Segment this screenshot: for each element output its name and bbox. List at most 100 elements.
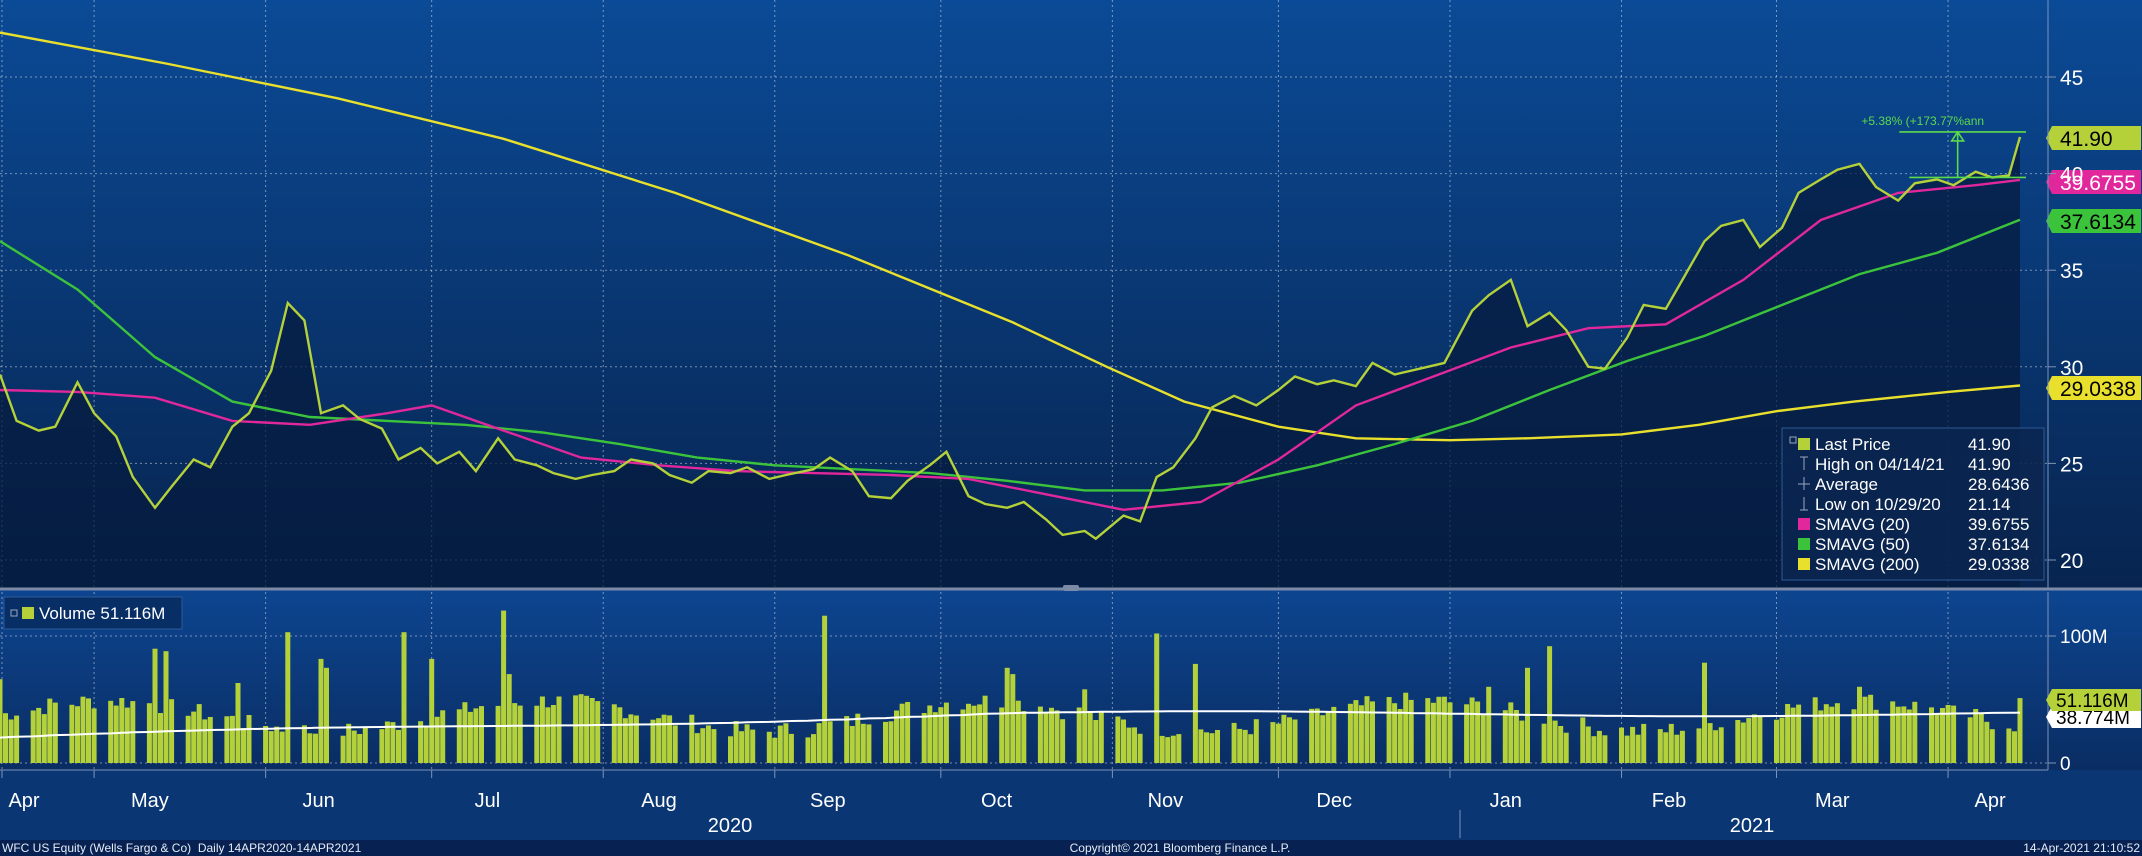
volume-bar	[1934, 713, 1940, 763]
legend-label: SMAVG (200)	[1815, 555, 1920, 574]
volume-bar	[1862, 696, 1868, 763]
volume-bar	[777, 725, 783, 763]
volume-bar	[1951, 705, 1957, 763]
volume-bar	[1751, 714, 1757, 763]
volume-bar	[1176, 734, 1182, 763]
volume-bar	[224, 716, 230, 763]
volume-bar	[318, 658, 324, 763]
volume-bar	[811, 734, 816, 763]
volume-bar	[1314, 708, 1320, 763]
volume-bar	[384, 721, 390, 763]
volume-bar	[1679, 730, 1685, 763]
volume-bar	[1774, 719, 1779, 763]
volume-bar	[1713, 730, 1719, 763]
price-tags: 41.90 39.6755 37.6134 29.0338	[2046, 126, 2141, 401]
volume-bar	[860, 723, 866, 763]
volume-bar	[1430, 702, 1436, 763]
volume-bar	[1851, 709, 1857, 763]
month-label: Nov	[1148, 790, 1184, 812]
volume-bar	[1370, 701, 1375, 763]
volume-bar	[1746, 718, 1752, 763]
month-label: Jul	[475, 790, 501, 812]
volume-bar	[938, 707, 944, 763]
volume-bar	[1541, 723, 1547, 763]
month-label: Mar	[1815, 790, 1850, 812]
volume-bar	[47, 698, 53, 763]
volume-bar	[1779, 717, 1785, 763]
volume-bar	[1868, 694, 1874, 763]
volume-bar	[1358, 705, 1364, 763]
volume-bar	[1580, 717, 1586, 763]
volume-bar	[1076, 707, 1082, 763]
legend-swatch	[1798, 518, 1810, 530]
volume-bar	[927, 705, 933, 763]
volume-bar	[1192, 663, 1198, 763]
volume-bar	[1231, 722, 1237, 763]
volume-legend-swatch	[22, 607, 34, 619]
volume-bar	[1707, 723, 1713, 763]
volume-bar	[52, 702, 58, 763]
volume-bar	[1215, 730, 1220, 763]
volume-bar	[379, 729, 385, 763]
legend-value: 28.6436	[1968, 475, 2029, 494]
volume-bar	[894, 710, 899, 763]
volume-bar	[883, 721, 888, 763]
volume-bar	[1668, 723, 1674, 763]
volume-bar	[80, 696, 86, 763]
legend-value: 41.90	[1968, 455, 2011, 474]
volume-bar	[1563, 732, 1569, 763]
volume-bar	[534, 705, 540, 763]
volume-bar	[1508, 702, 1514, 763]
volume-bar	[584, 695, 590, 763]
volume-bar	[805, 737, 811, 763]
volume-bar	[124, 707, 130, 763]
volume-bar	[279, 731, 285, 763]
volume-bar	[229, 715, 235, 763]
price-tick-label: 35	[2060, 260, 2083, 283]
volume-bar	[0, 679, 3, 763]
legend-value: 37.6134	[1968, 535, 2029, 554]
sma20-line	[0, 178, 2021, 512]
volume-bar	[1132, 727, 1137, 763]
volume-bar	[1154, 633, 1160, 763]
volume-bar	[1895, 706, 1901, 763]
volume-bar	[191, 711, 197, 763]
volume-bar	[1973, 709, 1979, 763]
legend-box	[1781, 427, 2045, 581]
volume-bar	[1060, 719, 1066, 763]
volume-bar	[1585, 726, 1591, 763]
volume-bar	[667, 715, 673, 763]
volume-bar	[827, 721, 833, 763]
panel-resize-handle[interactable]	[1063, 585, 1079, 591]
volume-bar	[1718, 727, 1724, 763]
volume-bar	[340, 735, 346, 763]
legend-label: High on 04/14/21	[1815, 455, 1945, 474]
volume-bar	[1253, 719, 1259, 763]
volume-bar	[783, 723, 789, 763]
volume-bar	[1757, 716, 1763, 763]
volume-bar	[346, 723, 352, 763]
volume-bar	[1702, 662, 1707, 763]
volume-bar	[1464, 704, 1470, 763]
volume-bar	[1912, 701, 1918, 763]
volume-bar	[921, 713, 927, 763]
volume-bar	[429, 658, 435, 763]
legend-value: 41.90	[1968, 435, 2011, 454]
volume-bar	[163, 651, 169, 763]
volume-bar	[1906, 709, 1912, 763]
volume-bar	[1441, 696, 1447, 763]
volume-bar	[1242, 729, 1248, 763]
volume-bar	[628, 714, 634, 763]
volume-legend-toggle[interactable]	[10, 609, 18, 617]
volume-bar	[517, 705, 523, 763]
volume-bar	[1425, 698, 1431, 763]
volume-bar	[1054, 710, 1060, 763]
volume-bar	[268, 731, 274, 763]
volume-bar	[246, 715, 252, 763]
legend-value: 21.14	[1968, 495, 2011, 514]
legend-label: Last Price	[1815, 435, 1891, 454]
volume-bar	[1558, 726, 1564, 763]
volume-bar	[739, 731, 745, 763]
